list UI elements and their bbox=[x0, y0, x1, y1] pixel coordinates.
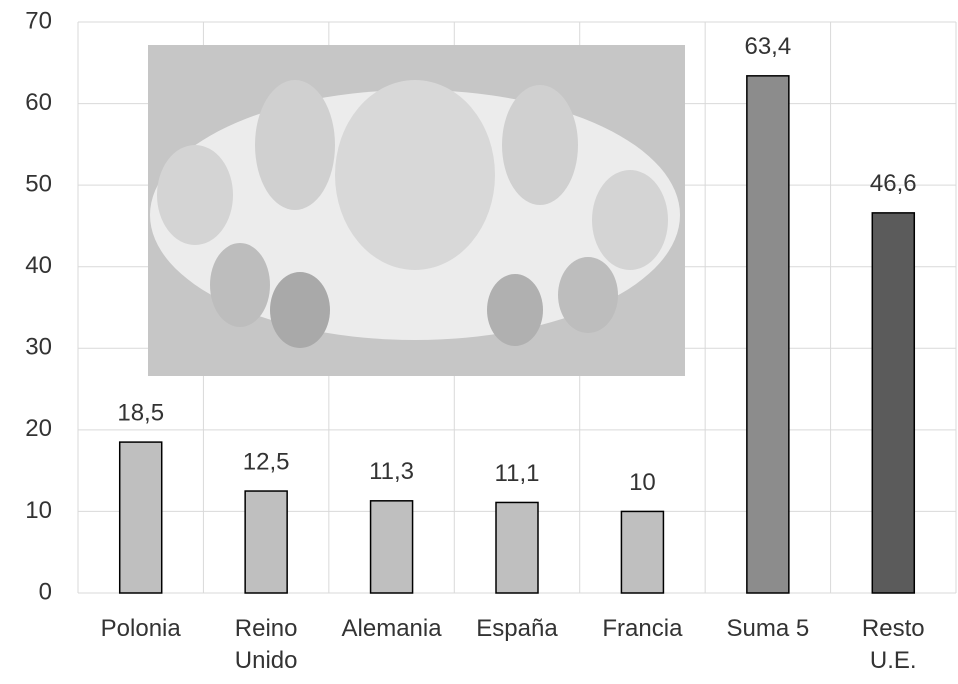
x-tick-label: Resto U.E. bbox=[861, 615, 925, 674]
bars: 18,5 12,5 11,3 11,1 10 63,4 46,6 bbox=[117, 33, 917, 594]
data-label: 46,6 bbox=[870, 170, 917, 197]
x-tick-label: Suma 5 bbox=[726, 615, 810, 642]
photo-item bbox=[210, 243, 270, 327]
y-tick-label: 10 bbox=[25, 497, 52, 524]
x-tick-label: Francia bbox=[602, 615, 683, 642]
photo bbox=[148, 45, 685, 376]
photo-item bbox=[502, 85, 578, 205]
y-tick-label: 20 bbox=[25, 415, 52, 442]
x-tick-label: Polonia bbox=[100, 615, 181, 642]
x-tick-label: España bbox=[476, 615, 558, 642]
bar bbox=[620, 510, 665, 594]
bar bbox=[244, 490, 288, 594]
photo-item bbox=[255, 80, 335, 210]
bar bbox=[369, 500, 414, 594]
photo-item bbox=[558, 257, 618, 333]
data-label: 63,4 bbox=[744, 33, 791, 60]
photo-item bbox=[157, 145, 233, 245]
y-tick-label: 70 bbox=[25, 7, 52, 34]
bar bbox=[118, 441, 163, 594]
y-tick-label: 40 bbox=[25, 252, 52, 279]
data-label: 10 bbox=[629, 469, 656, 496]
data-label: 11,1 bbox=[495, 460, 540, 487]
y-tick-label: 30 bbox=[25, 334, 52, 361]
bar bbox=[746, 75, 790, 594]
bar bbox=[871, 212, 916, 594]
photo-item bbox=[335, 80, 495, 270]
photo-item bbox=[592, 170, 668, 270]
y-tick-label: 50 bbox=[25, 170, 52, 197]
data-label: 12,5 bbox=[243, 448, 290, 475]
y-tick-label: 0 bbox=[39, 578, 52, 605]
x-tick-label: Reino Unido bbox=[234, 615, 298, 674]
data-label: 18,5 bbox=[117, 399, 164, 426]
x-tick-label: Alemania bbox=[341, 615, 442, 642]
y-tick-label: 60 bbox=[25, 89, 52, 116]
data-label: 11,3 bbox=[369, 458, 414, 485]
photo-item bbox=[270, 272, 330, 348]
photo-item bbox=[487, 274, 543, 346]
bar bbox=[495, 501, 539, 594]
